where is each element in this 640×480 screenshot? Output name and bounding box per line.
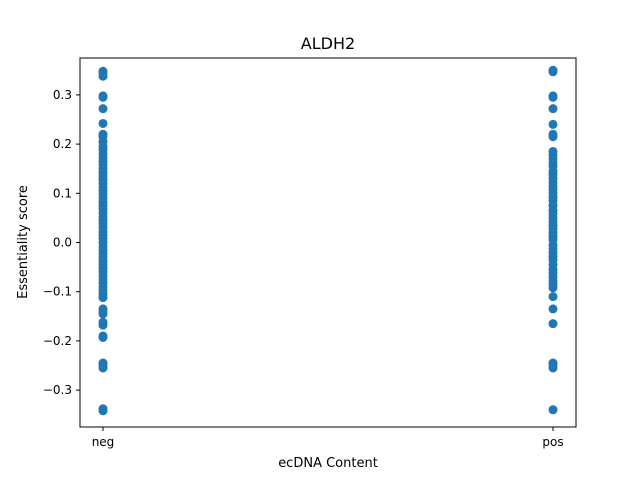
data-point-neg — [98, 118, 108, 128]
data-point-pos — [548, 304, 558, 314]
data-point-pos — [548, 119, 558, 129]
y-tick-label: −0.1 — [43, 285, 72, 299]
data-point-neg — [98, 309, 108, 319]
y-tick-label: −0.2 — [43, 334, 72, 348]
data-point-pos — [548, 283, 558, 293]
y-tick-label: 0.3 — [53, 88, 72, 102]
data-point-pos — [548, 405, 558, 415]
data-point-neg — [98, 320, 108, 330]
y-tick-label: −0.3 — [43, 383, 72, 397]
y-axis-label: Essentiality score — [16, 185, 31, 299]
data-points — [98, 65, 558, 416]
data-point-pos — [548, 92, 558, 102]
data-point-neg — [98, 406, 108, 416]
data-point-pos — [548, 292, 558, 302]
data-point-pos — [548, 104, 558, 114]
data-point-neg — [98, 332, 108, 342]
data-point-neg — [98, 92, 108, 102]
y-tick-label: 0.0 — [53, 236, 72, 250]
data-point-pos — [548, 363, 558, 373]
chart-title: ALDH2 — [301, 34, 355, 53]
data-point-pos — [548, 67, 558, 77]
data-point-pos — [548, 319, 558, 329]
x-axis: neg pos — [92, 427, 564, 449]
x-tick-label-neg: neg — [92, 435, 115, 449]
data-point-pos — [548, 132, 558, 142]
data-point-neg — [98, 104, 108, 114]
x-axis-label: ecDNA Content — [278, 456, 378, 471]
y-tick-label: 0.2 — [53, 137, 72, 151]
data-point-neg — [98, 293, 108, 303]
y-tick-label: 0.1 — [53, 186, 72, 200]
data-point-neg — [98, 71, 108, 81]
plot-frame — [79, 57, 577, 428]
data-point-neg — [98, 363, 108, 373]
y-axis: −0.3 −0.2 −0.1 0.0 0.1 0.2 0.3 — [43, 88, 80, 397]
x-tick-label-pos: pos — [542, 435, 563, 449]
